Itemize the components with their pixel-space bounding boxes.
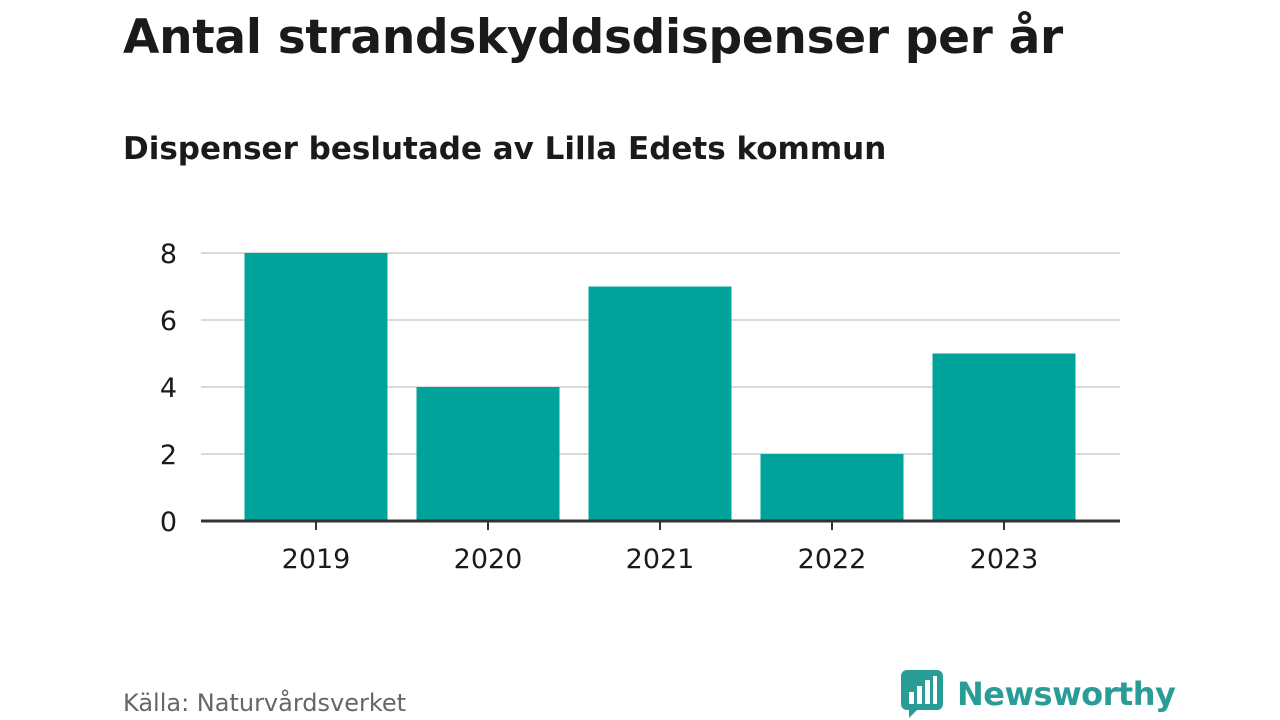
newsworthy-logo-icon [901, 670, 943, 718]
brand: Newsworthy [901, 670, 1176, 718]
bar-2023 [932, 353, 1076, 521]
bar-2019 [244, 253, 388, 521]
x-tick-label: 2022 [798, 544, 867, 575]
y-tick-label: 4 [160, 373, 177, 404]
x-tick-label: 2020 [454, 544, 523, 575]
x-tick-label: 2019 [282, 544, 351, 575]
brand-name: Newsworthy [957, 675, 1176, 713]
bar-2020 [416, 387, 560, 521]
chart-subtitle: Dispenser beslutade av Lilla Edets kommu… [123, 131, 887, 167]
y-tick-label: 0 [160, 507, 177, 538]
y-tick-label: 2 [160, 440, 177, 471]
y-tick-label: 6 [160, 306, 177, 337]
y-tick-label: 8 [160, 239, 177, 270]
x-tick-label: 2023 [970, 544, 1039, 575]
x-tick-label: 2021 [626, 544, 695, 575]
source-note: Källa: Naturvårdsverket [123, 689, 407, 717]
bar-2022 [760, 454, 904, 521]
bar-2021 [588, 286, 732, 521]
chart-title: Antal strandskyddsdispenser per år [123, 10, 1063, 65]
